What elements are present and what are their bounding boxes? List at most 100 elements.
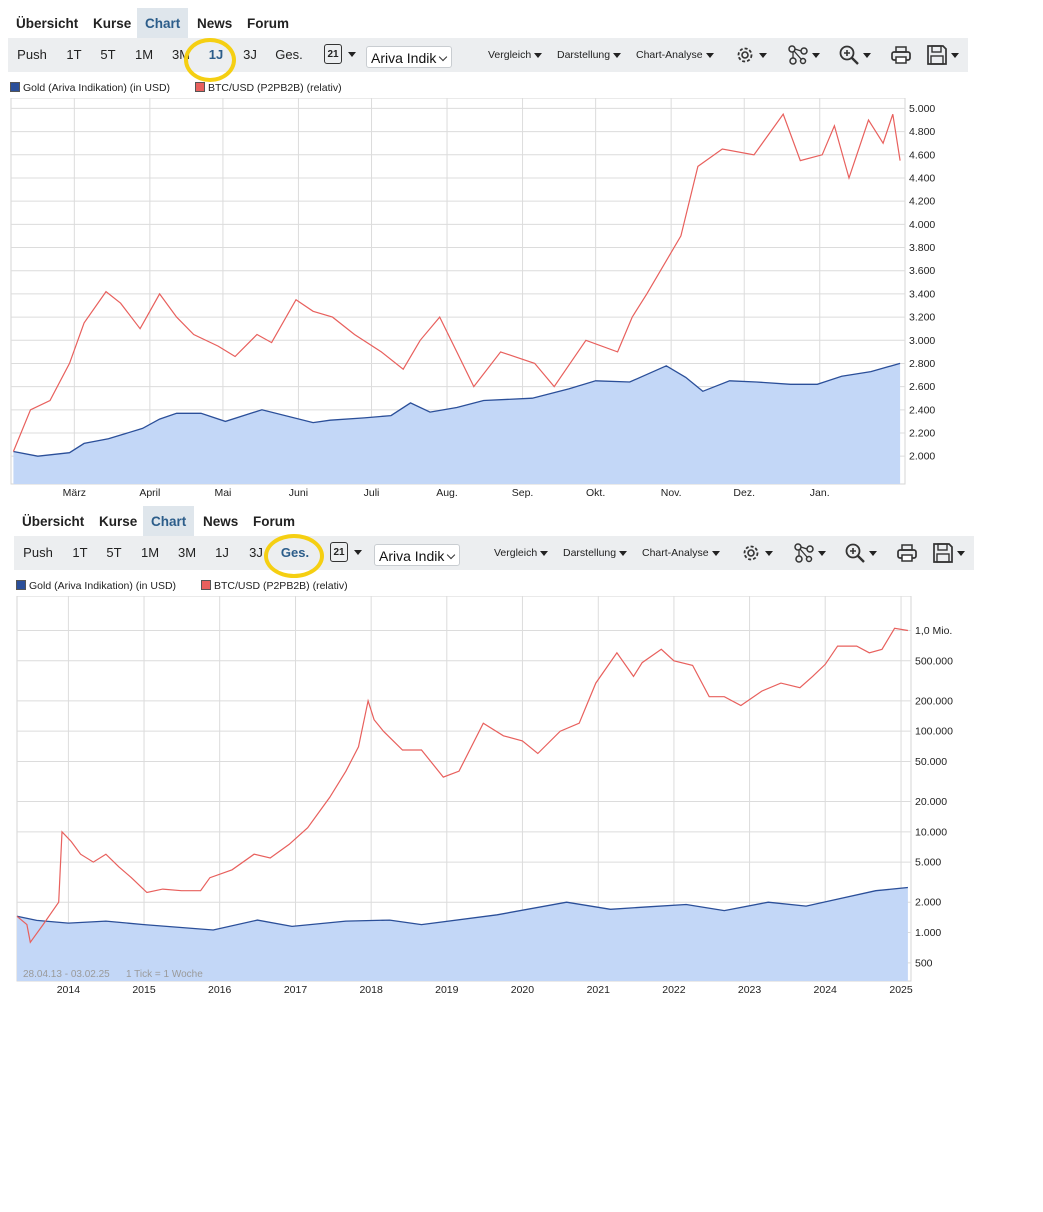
tab-forum[interactable]: Forum <box>253 514 295 529</box>
range-push-button[interactable]: Push <box>23 545 53 560</box>
indicator-select-value: Ariva Indik <box>379 548 445 564</box>
darstellung-menu[interactable]: Darstellung <box>557 38 622 72</box>
tab-chart[interactable]: Chart <box>143 506 195 536</box>
gear-icon <box>743 545 759 561</box>
y-tick-label: 2.600 <box>909 381 935 393</box>
tab-news[interactable]: News <box>197 16 233 31</box>
chart-analyse-label: Chart-Analyse <box>642 547 709 559</box>
chart-1y-svg[interactable]: 2.000 2.200 2.400 2.600 2.800 3.000 3.200 3.400… <box>0 97 980 506</box>
print-button[interactable] <box>890 44 914 66</box>
print-button[interactable] <box>896 542 920 564</box>
range-ges-button[interactable]: Ges. <box>280 545 310 560</box>
x-tick-label: 2025 <box>889 984 913 996</box>
tab-forum[interactable]: Forum <box>247 16 289 31</box>
legend-swatch-gold <box>16 580 26 590</box>
x-tick-label: Dez. <box>733 487 755 499</box>
date-range-label: 28.04.13 - 03.02.25 <box>23 969 110 980</box>
x-tick-label: März <box>63 487 86 499</box>
tab-news[interactable]: News <box>203 514 239 529</box>
x-tick-label: 2018 <box>359 984 383 996</box>
tab-uebersicht[interactable]: Übersicht <box>16 16 79 31</box>
calendar-icon: 21 <box>324 44 342 64</box>
legend-label-gold: Gold (Ariva Indikation) (in USD) <box>23 82 171 94</box>
tick-interval-label: 1 Tick = 1 Woche <box>126 969 203 980</box>
range-1j-button[interactable]: 1J <box>215 545 229 560</box>
range-5t-button[interactable]: 5T <box>106 545 122 560</box>
chevron-down-icon <box>348 52 356 57</box>
range-1t-button[interactable]: 1T <box>72 545 88 560</box>
calendar-button[interactable]: 21 <box>330 542 366 564</box>
range-1m-button[interactable]: 1M <box>134 47 154 62</box>
network-button[interactable] <box>793 542 833 564</box>
chart-panel-1y: Übersicht Kurse Chart News Forum Push 1T… <box>0 8 980 499</box>
zoom-button[interactable] <box>838 44 878 66</box>
chevron-down-icon <box>759 52 767 58</box>
y-tick-label: 2.800 <box>909 358 935 370</box>
darstellung-menu[interactable]: Darstellung <box>563 536 628 570</box>
settings-button[interactable] <box>740 542 780 564</box>
range-ges-button[interactable]: Ges. <box>275 47 303 62</box>
x-tick-label: Aug. <box>436 487 458 499</box>
legend-item-gold[interactable]: Gold (Ariva Indikation) (in USD) <box>10 82 170 94</box>
x-tick-label: 2021 <box>587 984 611 996</box>
range-3m-button[interactable]: 3M <box>171 47 191 62</box>
x-tick-label: 2020 <box>511 984 535 996</box>
save-button[interactable] <box>926 44 966 66</box>
vergleich-label: Vergleich <box>488 49 532 61</box>
zoom-in-icon <box>839 45 859 65</box>
y-tick-label: 500 <box>915 957 933 969</box>
y-tick-label: 4.400 <box>909 172 935 184</box>
legend-item-gold[interactable]: Gold (Ariva Indikation) (in USD) <box>16 580 176 592</box>
chevron-down-icon <box>863 52 871 58</box>
chart-1y[interactable]: 2.000 2.200 2.400 2.600 2.800 3.000 3.200 3.400… <box>0 97 980 511</box>
legend-item-btc[interactable]: BTC/USD (P2PB2B) (relativ) <box>194 82 342 94</box>
x-tick-label: April <box>139 487 160 499</box>
range-3j-button[interactable]: 3J <box>249 545 263 560</box>
calendar-button[interactable]: 21 <box>324 44 360 66</box>
y-tick-label: 4.000 <box>909 219 935 231</box>
y-tick-label: 3.800 <box>909 242 935 254</box>
x-tick-label: Sep. <box>512 487 534 499</box>
network-button[interactable] <box>787 44 827 66</box>
legend-label-btc: BTC/USD (P2PB2B) (relativ) <box>207 82 342 94</box>
network-icon <box>788 45 808 65</box>
x-tick-label: 2017 <box>284 984 308 996</box>
indicator-select[interactable]: Ariva Indik <box>374 544 460 566</box>
tab-chart[interactable]: Chart <box>137 8 189 38</box>
chevron-down-icon <box>812 52 820 58</box>
darstellung-label: Darstellung <box>563 547 617 559</box>
chevron-down-icon <box>438 52 448 62</box>
save-button[interactable] <box>932 542 972 564</box>
tab-kurse[interactable]: Kurse <box>99 514 138 529</box>
chart-all-svg[interactable]: 500 1.000 2.000 5.000 10.000 20.000 50.000 100.… <box>6 595 986 996</box>
x-tick-label: Mai <box>214 487 231 499</box>
settings-button[interactable] <box>734 44 774 66</box>
range-1m-button[interactable]: 1M <box>140 545 160 560</box>
range-1t-button[interactable]: 1T <box>66 47 82 62</box>
indicator-select[interactable]: Ariva Indik <box>366 46 452 68</box>
chart-analyse-menu[interactable]: Chart-Analyse <box>642 536 720 570</box>
range-3j-button[interactable]: 3J <box>243 47 257 62</box>
vergleich-menu[interactable]: Vergleich <box>494 536 549 570</box>
chevron-down-icon <box>957 550 965 556</box>
tab-uebersicht[interactable]: Übersicht <box>22 514 85 529</box>
range-1j-button[interactable]: 1J <box>208 47 224 62</box>
chart-toolbar: Push 1T 5T 1M 3M 1J 3J Ges. 21 Ariva Ind… <box>8 38 968 72</box>
save-icon <box>927 45 947 65</box>
tab-kurse[interactable]: Kurse <box>93 16 132 31</box>
x-tick-label: 2016 <box>208 984 232 996</box>
zoom-button[interactable] <box>844 542 884 564</box>
chart-analyse-label: Chart-Analyse <box>636 49 703 61</box>
indicator-select-value: Ariva Indik <box>371 50 437 66</box>
chart-analyse-menu[interactable]: Chart-Analyse <box>636 38 714 72</box>
chevron-down-icon <box>869 550 877 556</box>
range-3m-button[interactable]: 3M <box>177 545 197 560</box>
gold-series-line <box>13 362 901 457</box>
chart-all[interactable]: 500 1.000 2.000 5.000 10.000 20.000 50.000 100.… <box>6 595 986 1001</box>
range-5t-button[interactable]: 5T <box>100 47 116 62</box>
chevron-down-icon <box>951 52 959 58</box>
legend-item-btc[interactable]: BTC/USD (P2PB2B) (relativ) <box>200 580 348 592</box>
range-push-button[interactable]: Push <box>17 47 47 62</box>
legend-swatch-btc <box>200 580 211 590</box>
vergleich-menu[interactable]: Vergleich <box>488 38 543 72</box>
